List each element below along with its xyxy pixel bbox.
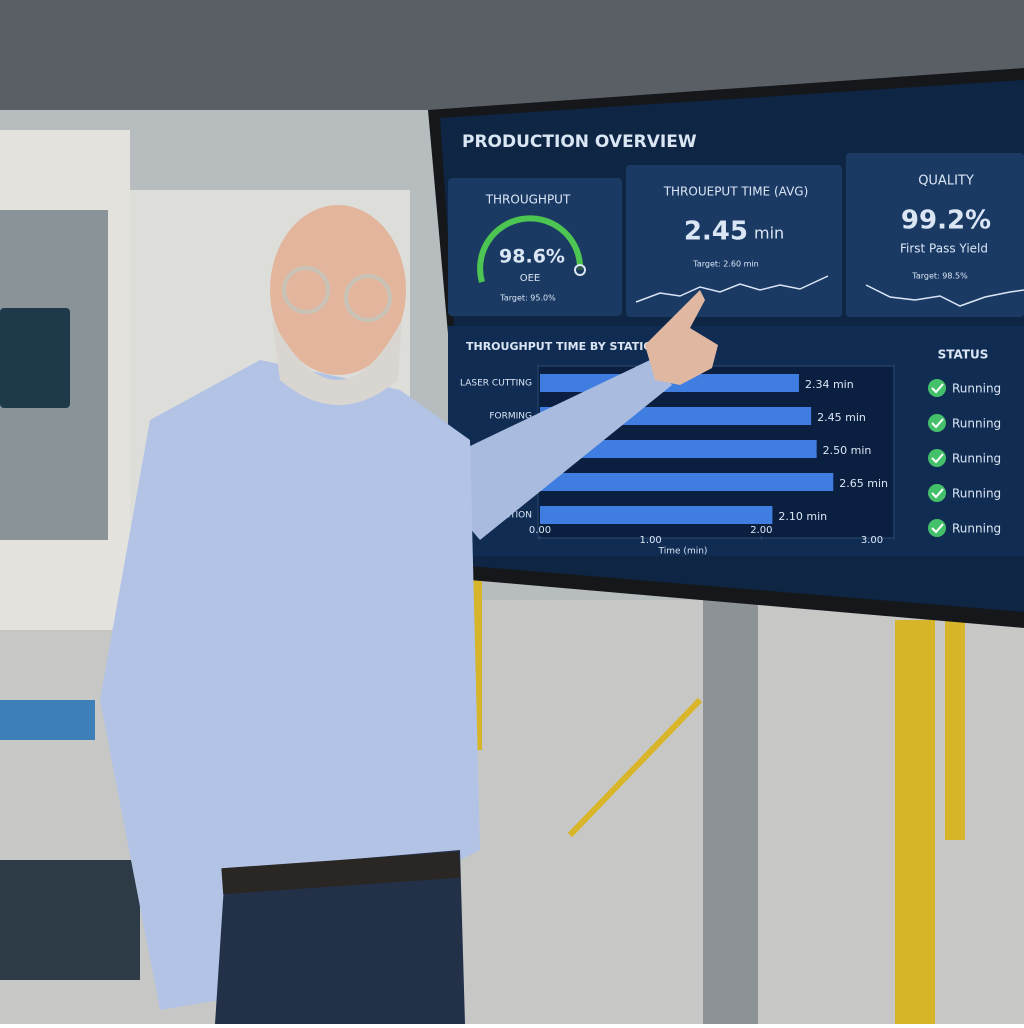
floor-line: [567, 697, 703, 838]
glasses: [344, 274, 392, 322]
check-mark: [931, 418, 944, 429]
screen-title: PRODUCTION OVERVIEW: [462, 132, 697, 152]
shirt: [100, 360, 480, 1010]
kpi-card: [626, 165, 842, 317]
kpi-card: [846, 153, 1024, 317]
kpi-card: [448, 178, 622, 316]
card-value: 99.2%: [901, 206, 991, 236]
jeans: [215, 850, 465, 1024]
card-target: Target: 2.60 min: [692, 260, 758, 269]
check-mark: [931, 383, 944, 394]
card-caption: OEE: [520, 273, 541, 284]
raised-arm: [420, 360, 672, 540]
glasses: [282, 266, 330, 314]
yellow-post: [945, 620, 965, 840]
y-tick-label: LASER CUTTING: [460, 379, 532, 389]
value-label: 2.45 min: [817, 411, 866, 424]
x-tick-label: 3.00: [861, 535, 883, 546]
value-label: 2.34 min: [805, 378, 854, 391]
sparkline: [635, 275, 829, 303]
beard: [272, 320, 402, 405]
workbench: [0, 700, 95, 740]
machine-display: [0, 308, 70, 408]
gauge-arc: [477, 215, 583, 283]
check-mark: [931, 523, 944, 534]
status-text: Running: [952, 487, 1001, 501]
bar: [540, 506, 773, 524]
value-label: 2.50 min: [823, 444, 872, 457]
status-text: Running: [952, 382, 1001, 396]
card-caption: First Pass Yield: [900, 242, 988, 256]
x-axis-label: Time (min): [658, 547, 708, 557]
value-label: 2.65 min: [839, 477, 888, 490]
status-text: Running: [952, 452, 1001, 466]
gauge-end: [574, 264, 586, 276]
screen-stand: [703, 595, 758, 1024]
status-text: Running: [952, 522, 1001, 536]
check-mark: [931, 453, 944, 464]
status-title: STATUS: [938, 348, 989, 362]
card-title: THROUEPUT TIME (AVG): [663, 185, 809, 199]
value-label: 2.10 min: [778, 510, 827, 523]
status-icon: [928, 519, 946, 537]
x-tick-label: 2.00: [750, 525, 772, 536]
x-tick-label: 0.00: [529, 525, 551, 536]
bar: [540, 473, 834, 491]
status-icon: [928, 484, 946, 502]
status-list: Running Running Running Running Running: [928, 379, 1001, 537]
status-icon: [928, 414, 946, 432]
bar: [540, 440, 817, 458]
x-tick-label: 1.00: [640, 535, 662, 546]
card-title: QUALITY: [918, 174, 974, 189]
sparkline: [865, 284, 1024, 307]
hand: [645, 290, 718, 385]
card-target: Target: 98.5%: [911, 272, 968, 281]
y-tick-label: FORMING: [489, 412, 532, 422]
person: [100, 205, 718, 1024]
card-value: 2.45: [684, 217, 748, 247]
yellow-post: [895, 620, 935, 1024]
chart-title: THROUGHPUT TIME BY STATION: [466, 340, 662, 353]
status-icon: [928, 379, 946, 397]
belt: [221, 851, 461, 895]
head: [270, 205, 406, 375]
status-icon: [928, 449, 946, 467]
card-title: THROUGHPUT: [485, 193, 571, 207]
status-text: Running: [952, 417, 1001, 431]
card-target: Target: 95.0%: [499, 294, 556, 303]
check-mark: [931, 488, 944, 499]
parts-tray: [0, 860, 140, 980]
card-unit: min: [754, 224, 784, 243]
card-value: 98.6%: [499, 246, 565, 268]
